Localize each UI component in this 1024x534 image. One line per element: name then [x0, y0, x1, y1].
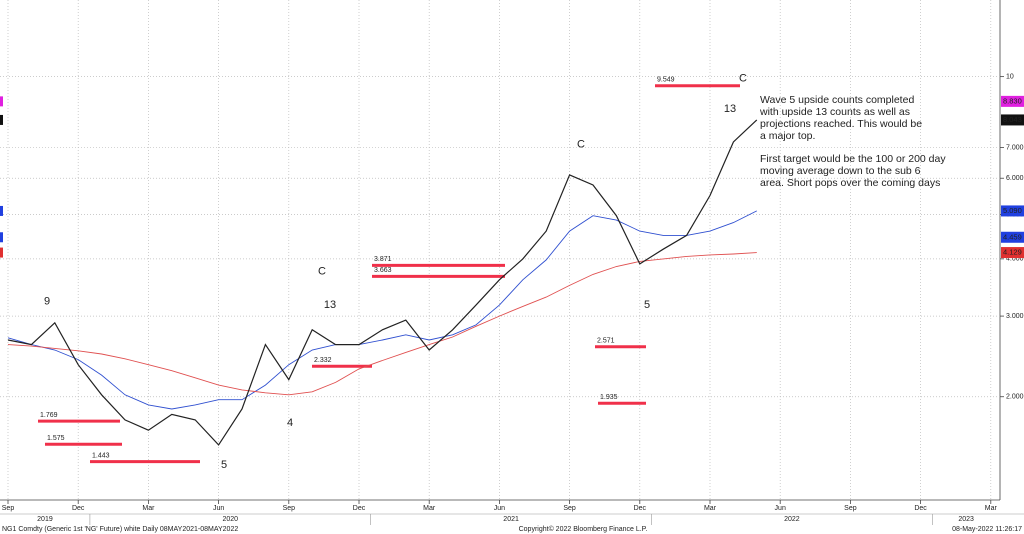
value-tag-label: 8.830 [1003, 96, 1022, 105]
y-tick-label: 10 [1006, 73, 1014, 80]
level-label: 2.571 [597, 338, 615, 345]
year-label: 2020 [223, 516, 239, 523]
x-tick-label: Mar [142, 505, 155, 512]
x-tick-label: Dec [914, 505, 927, 512]
year-label: 2021 [503, 516, 519, 523]
year-label: 2022 [784, 516, 800, 523]
x-tick-label: Jun [494, 505, 505, 512]
annotation: moving average down to the sub 6 [760, 165, 921, 177]
level-label: 1.935 [600, 394, 618, 401]
moving-average-line [7, 210, 758, 410]
value-tag-label: 4.459 [1003, 232, 1022, 241]
wave-label: 4 [287, 417, 293, 429]
x-tick-label: Jun [213, 505, 224, 512]
y-tick-label: 2.000 [1006, 394, 1024, 401]
annotation: First target would be the 100 or 200 day [760, 153, 946, 165]
edge-marker [0, 205, 3, 216]
annotation: area. Short pops over the coming days [760, 177, 940, 189]
year-label: 2023 [958, 516, 974, 523]
footer-left: NG1 Comdty (Generic 1st 'NG' Future) whi… [2, 526, 238, 533]
value-tag-label: 5.090 [1003, 206, 1022, 215]
footer-center: Copyright© 2022 Bloomberg Finance L.P. [519, 525, 648, 533]
wave-label: 5 [221, 459, 227, 471]
y-tick-label: 7.000 [1006, 144, 1024, 151]
x-tick-label: Dec [353, 505, 366, 512]
y-tick-label: 6.000 [1006, 175, 1024, 182]
value-tag-label: 8.043 [1003, 115, 1022, 124]
edge-marker [0, 247, 3, 258]
y-tick-label: 4.000 [1006, 256, 1024, 263]
x-tick-label: Sep [844, 505, 857, 512]
level-label: 1.769 [40, 412, 58, 419]
x-tick-label: Dec [634, 505, 647, 512]
x-tick-label: Sep [563, 505, 576, 512]
annotation: with upside 13 counts as well as [759, 106, 910, 118]
x-tick-label: Mar [423, 505, 436, 512]
wave-label: C [739, 73, 747, 85]
x-tick-label: Mar [985, 505, 998, 512]
y-tick-label: 3.000 [1006, 313, 1024, 320]
value-tag-label: 4.129 [1003, 248, 1022, 257]
wave-label: 13 [324, 299, 336, 311]
level-label: 9.549 [657, 77, 675, 84]
wave-label: C [318, 266, 326, 278]
wave-label: 9 [44, 295, 50, 307]
edge-marker [0, 114, 3, 125]
x-tick-label: Dec [72, 505, 85, 512]
level-label: 3.871 [374, 256, 392, 263]
footer-right: 08-May-2022 11:26:17 [952, 526, 1022, 533]
value-tag [1001, 95, 1024, 107]
level-label: 3.663 [374, 267, 392, 274]
level-label: 2.332 [314, 357, 332, 364]
value-tag [1001, 114, 1024, 126]
annotation: a major top. [760, 130, 815, 142]
x-tick-label: Jun [775, 505, 786, 512]
value-tag [1001, 231, 1024, 243]
price-line [7, 119, 758, 446]
value-tag [1001, 247, 1024, 259]
x-tick-label: Mar [704, 505, 717, 512]
annotation: Wave 5 upside counts completed [760, 94, 914, 106]
annotation: projections reached. This would be [760, 118, 922, 130]
level-label: 1.443 [92, 453, 110, 460]
value-tag [1001, 205, 1024, 217]
wave-label: C [577, 139, 585, 151]
moving-average-line [7, 252, 757, 396]
year-label: 2019 [37, 516, 53, 523]
edge-marker [0, 96, 3, 107]
x-tick-label: Sep [2, 505, 15, 512]
edge-marker [0, 232, 3, 243]
level-label: 1.575 [47, 435, 65, 442]
wave-label: 5 [644, 299, 650, 311]
x-tick-label: Sep [283, 505, 296, 512]
wave-label: 13 [724, 103, 736, 115]
